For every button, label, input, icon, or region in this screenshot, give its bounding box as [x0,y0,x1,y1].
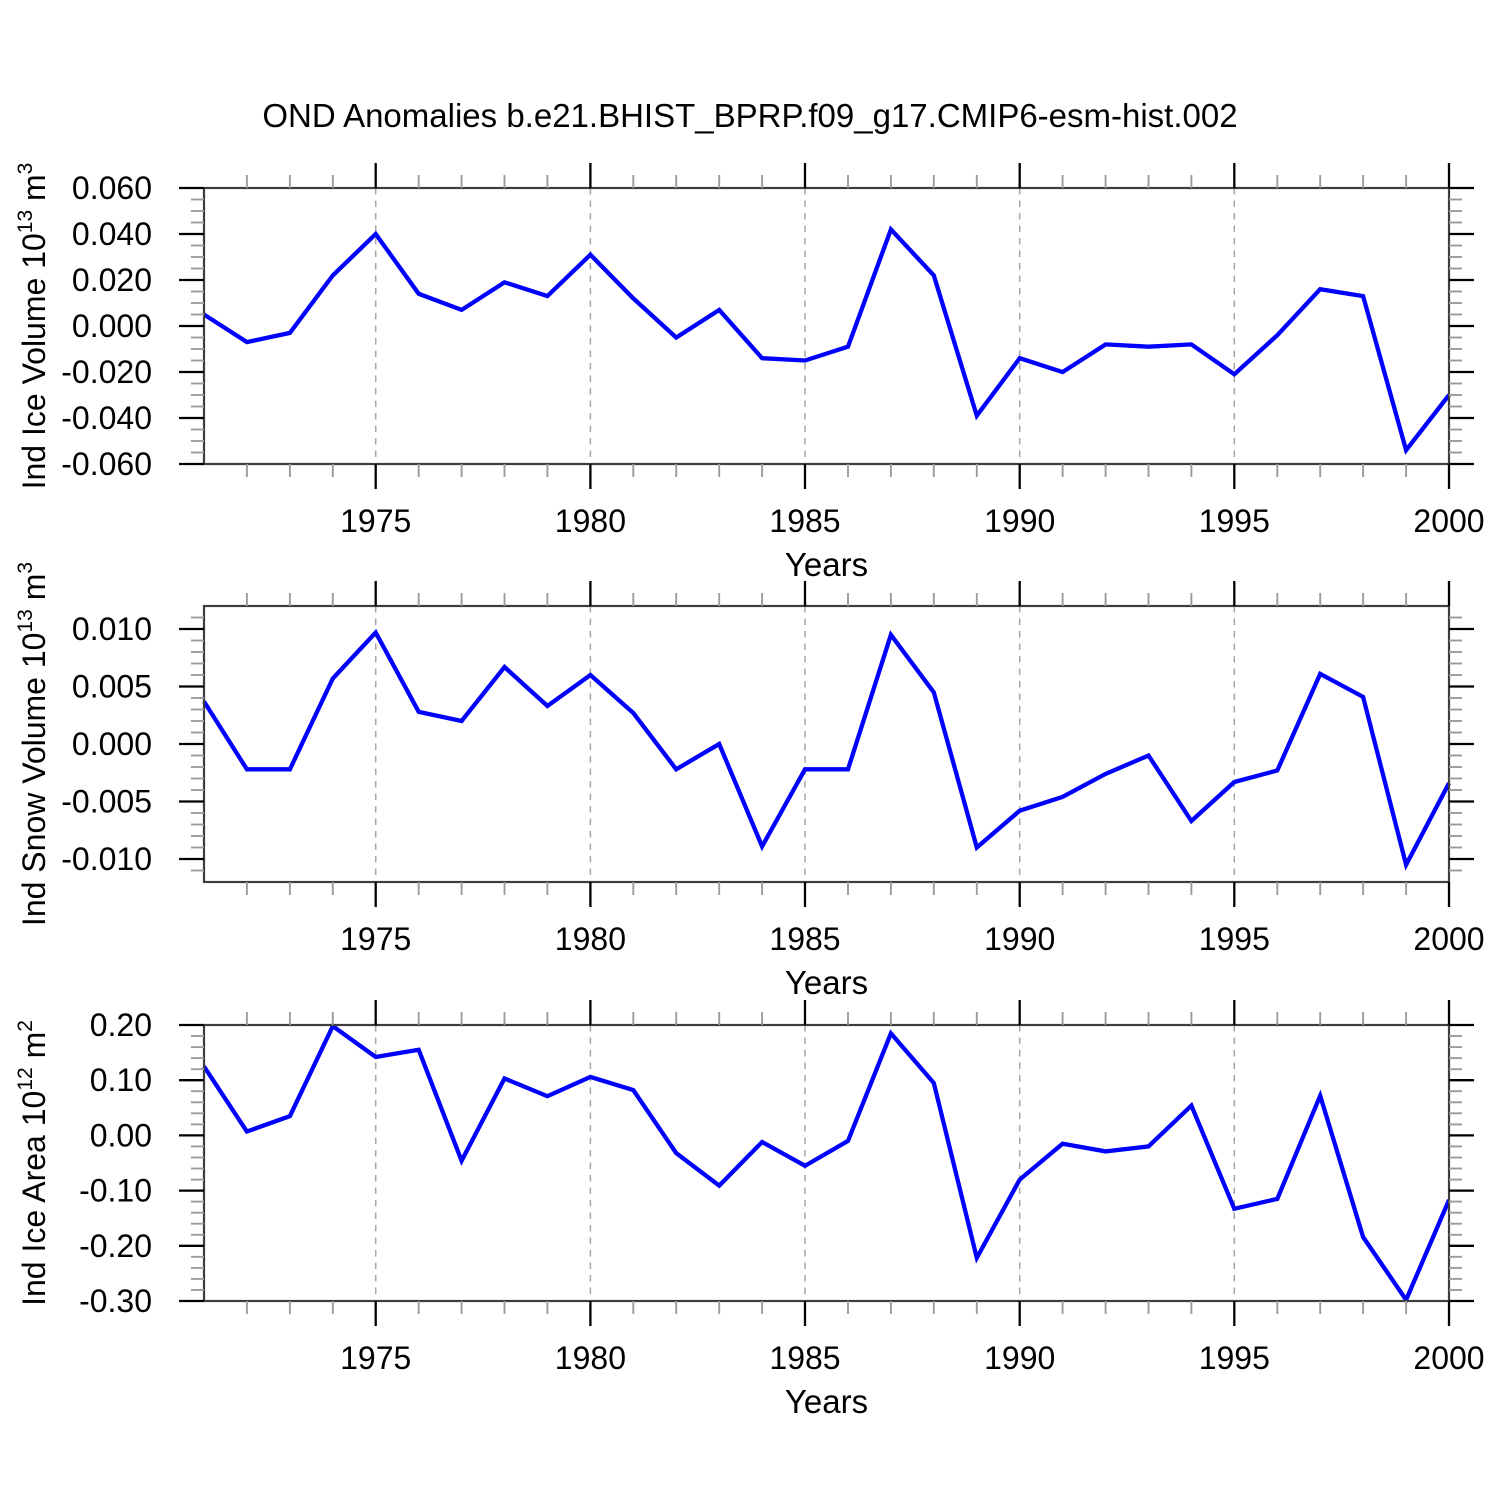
x-tick-label: 2000 [1413,921,1484,957]
y-tick-label: 0.040 [72,216,152,252]
x-tick-label: 1995 [1199,1340,1270,1376]
y-tick-label: -0.10 [79,1173,152,1209]
plot-box [202,604,1451,884]
y-tick-label: 0.10 [90,1062,152,1098]
y-tick-label: 0.060 [72,170,152,206]
x-tick-label: 1985 [769,1340,840,1376]
x-axis-label: Years [785,1383,868,1420]
x-tick-label: 2000 [1413,503,1484,539]
x-tick-label: 1990 [984,921,1055,957]
y-tick-label: -0.040 [61,400,152,436]
y-tick-label: 0.00 [90,1117,152,1153]
x-tick-label: 1985 [769,921,840,957]
x-tick-label: 1985 [769,503,840,539]
chart-title: OND Anomalies b.e21.BHIST_BPRP.f09_g17.C… [262,97,1238,134]
panel-ind-ice-area: 0.20 0.10 0.00 -0.10 -0.20 -0.30 1975 1980 1985 1… [14,1000,1485,1420]
x-tick-label: 1990 [984,1340,1055,1376]
x-tick-label: 1975 [340,503,411,539]
series-line-ind-ice-volume [202,225,1451,455]
x-tick-label: 1980 [555,921,626,957]
plot-box [202,186,1451,466]
x-tick-label: 1995 [1199,921,1270,957]
x-tick-label: 1975 [340,1340,411,1376]
plot-box [202,1023,1451,1303]
y-tick-label: -0.010 [61,841,152,877]
x-tick-label: 2000 [1413,1340,1484,1376]
y-axis-title: Ind Snow Volume 1013 m3 [14,562,52,926]
y-tick-label: -0.20 [79,1228,152,1264]
y-tick-label: -0.020 [61,354,152,390]
x-tick-label: 1995 [1199,503,1270,539]
y-tick-label: 0.020 [72,262,152,298]
y-tick-label: 0.010 [72,611,152,647]
x-tick-label: 1975 [340,921,411,957]
y-tick-label: 0.000 [72,726,152,762]
series-line-ind-snow-volume [202,628,1451,871]
y-axis-title: Ind Ice Volume 1013 m3 [14,163,52,490]
x-tick-label: 1990 [984,503,1055,539]
x-axis-label: Years [785,964,868,1001]
panel-ind-ice-volume: 0.060 0.040 0.020 0.000 -0.020 -0.040 -0.060 19… [14,163,1485,583]
y-tick-label: 0.000 [72,308,152,344]
y-axis-title: Ind Ice Area 1012 m2 [14,1020,52,1306]
x-tick-label: 1980 [555,1340,626,1376]
y-tick-label: 0.005 [72,669,152,705]
x-axis-label: Years [785,546,868,583]
series-line-ind-ice-area [202,1022,1451,1305]
y-tick-label: -0.060 [61,446,152,482]
panel-ind-snow-volume: 0.010 0.005 0.000 -0.005 -0.010 1975 1980 1985 1… [14,562,1485,1001]
x-tick-label: 1980 [555,503,626,539]
y-tick-label: -0.005 [61,784,152,820]
y-tick-label: 0.20 [90,1007,152,1043]
y-tick-label: -0.30 [79,1283,152,1319]
